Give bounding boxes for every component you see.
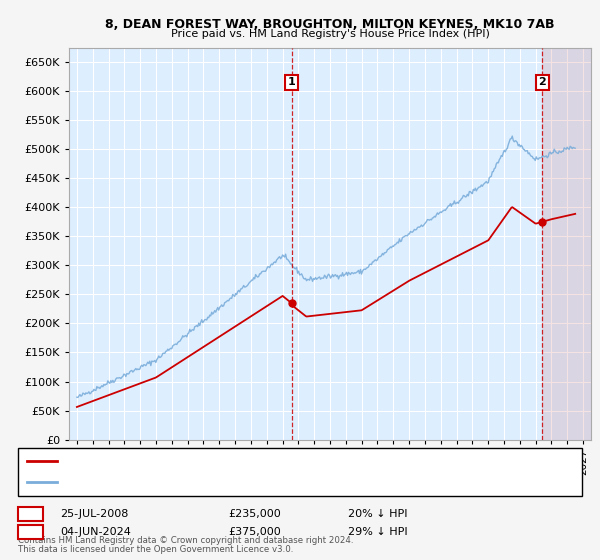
Text: £375,000: £375,000 [228,527,281,537]
Text: £235,000: £235,000 [228,509,281,519]
Text: 8, DEAN FOREST WAY, BROUGHTON, MILTON KEYNES, MK10 7AB (detached house): 8, DEAN FOREST WAY, BROUGHTON, MILTON KE… [63,456,475,466]
Text: This data is licensed under the Open Government Licence v3.0.: This data is licensed under the Open Gov… [18,545,293,554]
Text: HPI: Average price, detached house, Milton Keynes: HPI: Average price, detached house, Milt… [63,477,317,487]
Text: Price paid vs. HM Land Registry's House Price Index (HPI): Price paid vs. HM Land Registry's House … [170,29,490,39]
Text: Contains HM Land Registry data © Crown copyright and database right 2024.: Contains HM Land Registry data © Crown c… [18,536,353,545]
Text: 2: 2 [27,527,34,537]
Text: 04-JUN-2024: 04-JUN-2024 [60,527,131,537]
Text: 2: 2 [538,77,546,87]
Text: 8, DEAN FOREST WAY, BROUGHTON, MILTON KEYNES, MK10 7AB: 8, DEAN FOREST WAY, BROUGHTON, MILTON KE… [105,18,555,31]
Text: 25-JUL-2008: 25-JUL-2008 [60,509,128,519]
Text: 29% ↓ HPI: 29% ↓ HPI [348,527,407,537]
Text: 1: 1 [27,509,34,519]
Bar [542,48,600,440]
Text: 1: 1 [287,77,295,87]
Text: 20% ↓ HPI: 20% ↓ HPI [348,509,407,519]
